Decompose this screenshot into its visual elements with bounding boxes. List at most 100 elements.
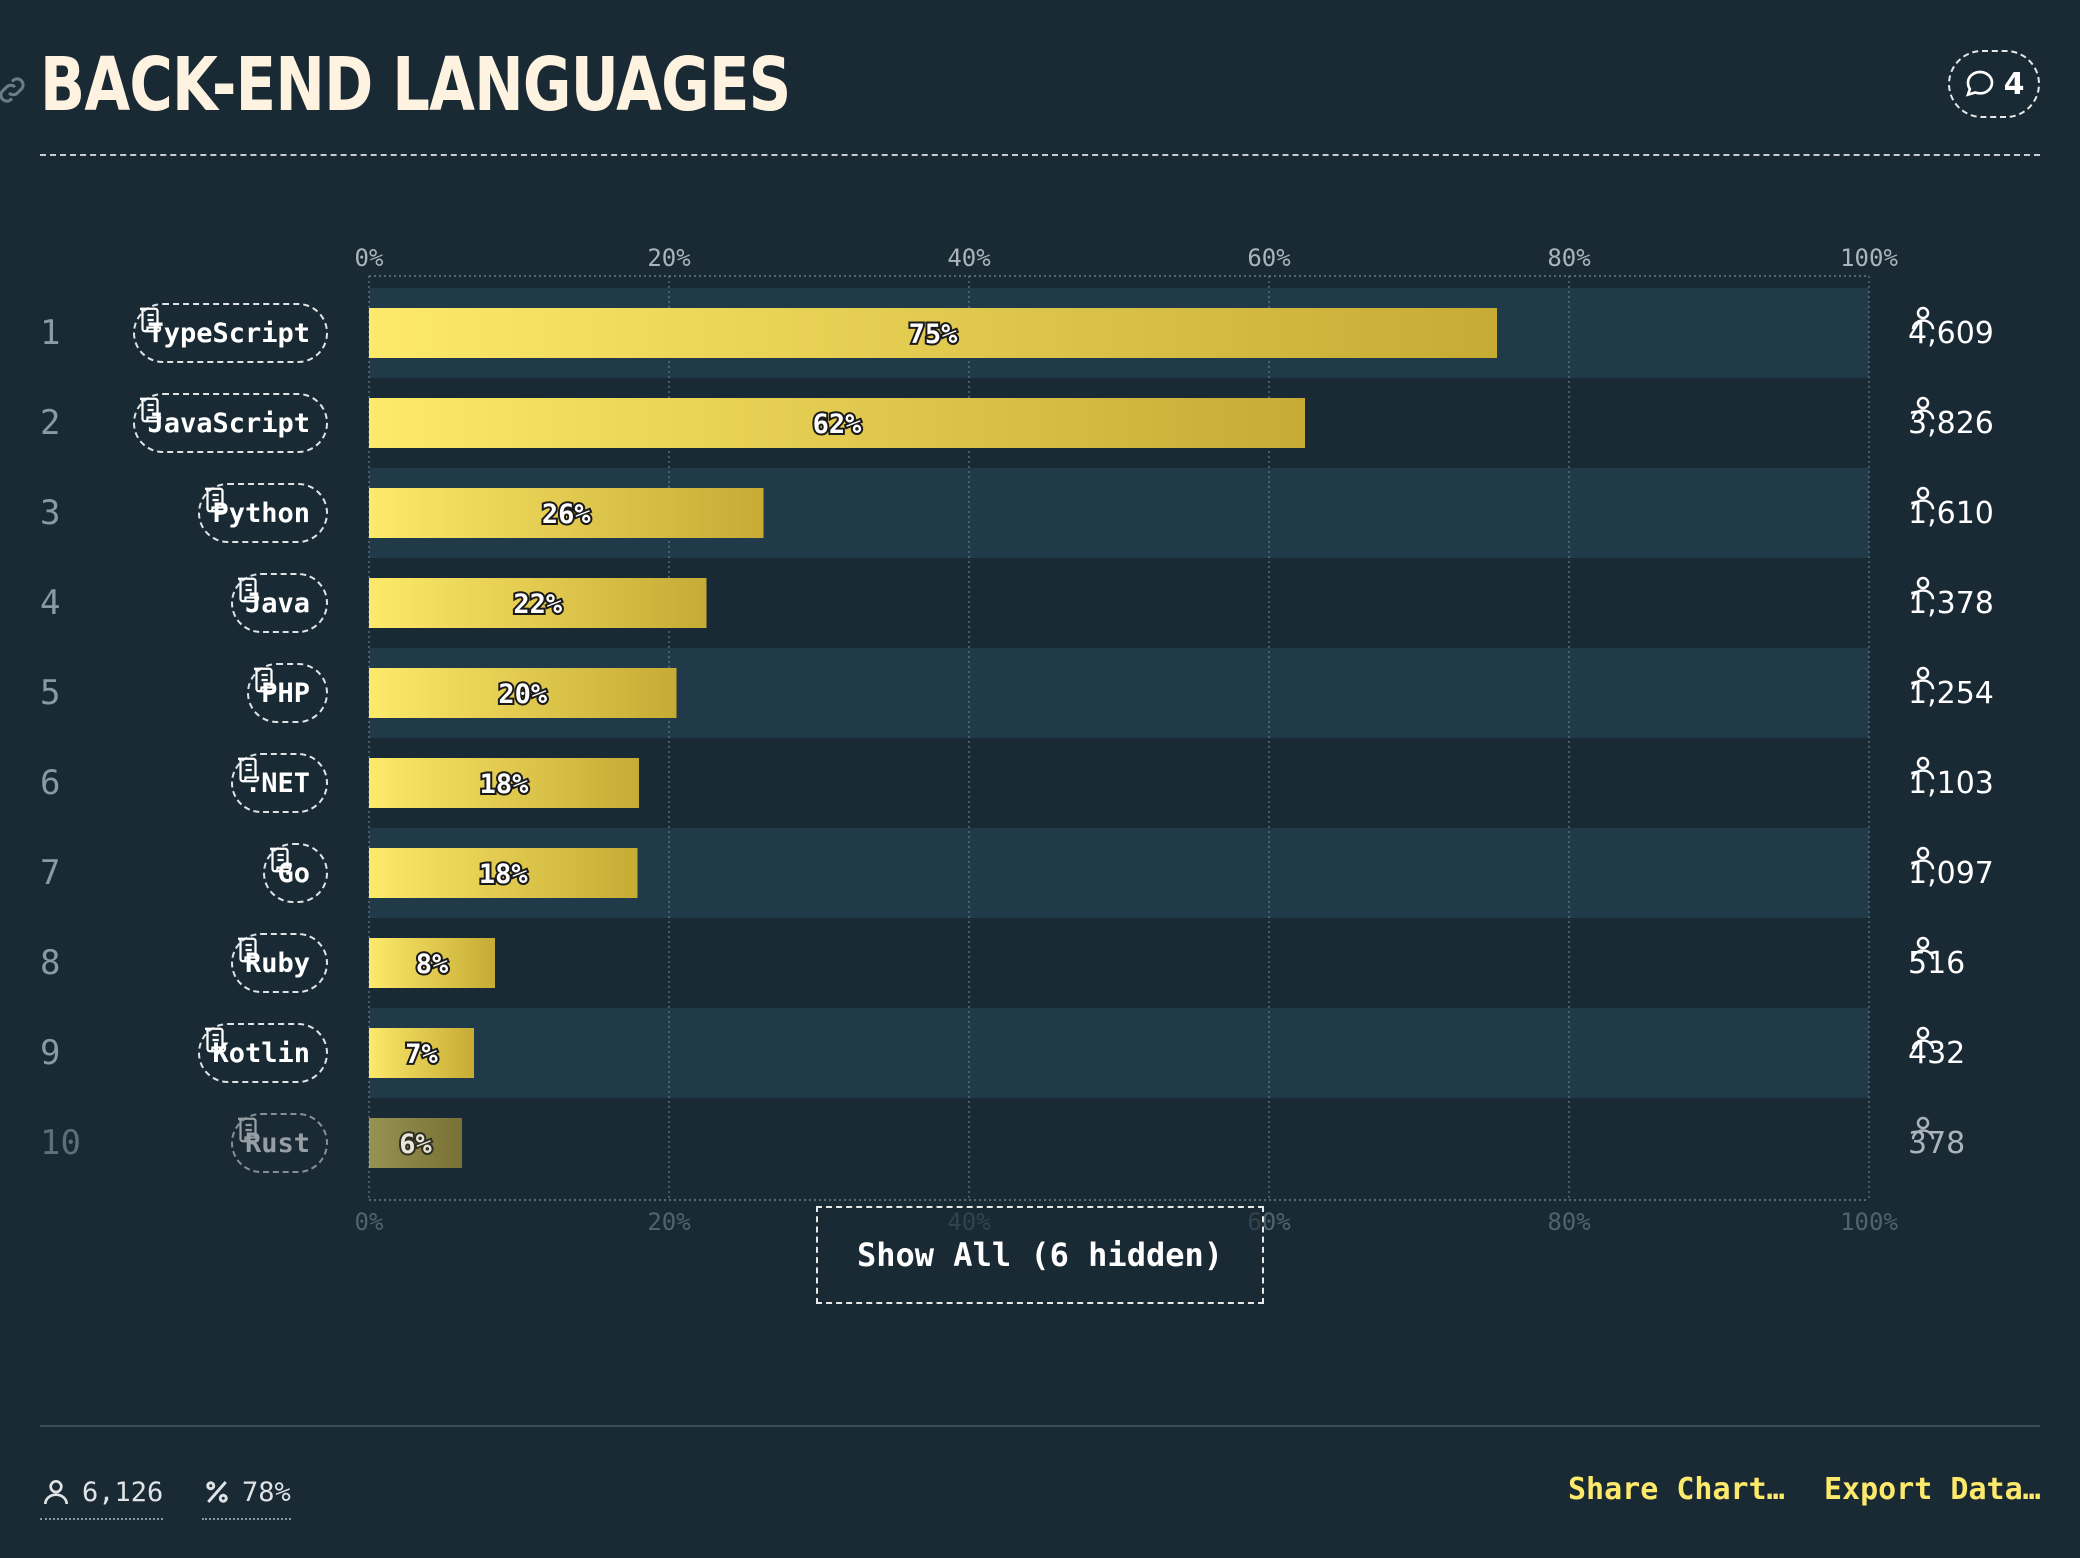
bar — [369, 938, 495, 988]
language-name: JavaScript — [147, 407, 310, 439]
header-divider — [40, 154, 2040, 156]
rank-number: 5 — [40, 673, 61, 713]
language-tag[interactable]: Ruby — [230, 933, 328, 993]
percent-icon — [206, 1481, 228, 1503]
respondent-count: 1,103 — [1908, 753, 1994, 813]
x-tick-label-top: 60% — [1247, 244, 1291, 272]
user-icon — [1911, 576, 1935, 600]
bar-value-label: 20% — [498, 679, 548, 710]
rank-number: 2 — [40, 403, 61, 443]
user-icon — [1911, 936, 1935, 960]
user-icon — [1911, 486, 1935, 510]
respondent-count: 1,378 — [1908, 573, 1994, 633]
x-tick-label-bottom: 0% — [355, 1208, 384, 1236]
x-tick-label-bottom: 80% — [1547, 1208, 1591, 1236]
scroll-icon — [140, 397, 162, 423]
x-tick-label-top: 80% — [1547, 244, 1591, 272]
user-icon — [1911, 306, 1935, 330]
user-icon — [1911, 396, 1935, 420]
language-name: Kotlin — [212, 1037, 310, 1069]
x-tick-label-bottom: 20% — [647, 1208, 691, 1236]
language-tag[interactable]: .NET — [230, 753, 328, 813]
respondent-count: 432 — [1908, 1023, 1965, 1083]
language-tag[interactable]: TypeScript — [133, 303, 328, 363]
language-name: TypeScript — [147, 317, 310, 349]
link-icon[interactable] — [0, 72, 30, 108]
scroll-icon — [237, 1117, 260, 1143]
respondent-count: 4,609 — [1908, 303, 1994, 363]
show-all-button[interactable]: Show All (6 hidden) — [816, 1206, 1264, 1304]
rank-number: 6 — [40, 763, 61, 803]
user-icon — [1911, 666, 1935, 690]
rank-number: 4 — [40, 583, 61, 623]
bar-chart-svg: 0%0%20%20%40%40%60%60%80%80%100%100%75%6… — [355, 244, 1899, 1236]
respondents-count: 6,126 — [82, 1476, 164, 1508]
language-tag[interactable]: Rust — [230, 1113, 328, 1173]
bar-value-label: 62% — [813, 409, 863, 440]
respondents-stat[interactable]: 6,126 — [40, 1470, 164, 1520]
bar — [369, 1118, 462, 1168]
scroll-icon — [254, 667, 276, 693]
bar — [369, 848, 638, 898]
bar — [369, 758, 639, 808]
bar-chart: 0%0%20%20%40%40%60%60%80%80%100%100%75%6… — [0, 230, 2080, 1320]
respondent-count: 1,610 — [1908, 483, 1994, 543]
scroll-icon — [205, 1027, 227, 1053]
export-data-link[interactable]: Export Data… — [1824, 1472, 2041, 1507]
respondent-count: 378 — [1908, 1113, 1965, 1173]
bar — [369, 308, 1497, 358]
language-name: PHP — [261, 677, 310, 709]
user-icon — [1911, 1116, 1935, 1140]
bar — [369, 578, 707, 628]
x-tick-label-top: 40% — [947, 244, 991, 272]
language-tag[interactable]: PHP — [247, 663, 328, 723]
bar-value-label: 8% — [416, 949, 449, 980]
chart-header: BACK-END LANGUAGES 4 — [0, 40, 2040, 160]
x-tick-label-top: 100% — [1840, 244, 1898, 272]
rank-number: 7 — [40, 853, 61, 893]
bar — [369, 398, 1305, 448]
footer-divider — [40, 1425, 2040, 1427]
comments-count: 4 — [2003, 66, 2025, 102]
bar-value-label: 7% — [405, 1039, 438, 1070]
bar — [369, 488, 764, 538]
bar-value-label: 6% — [399, 1129, 432, 1160]
scroll-icon — [237, 757, 260, 783]
rank-number: 8 — [40, 943, 61, 983]
user-icon — [1911, 756, 1935, 780]
rank-number: 3 — [40, 493, 61, 533]
user-icon — [1911, 846, 1935, 870]
percentage-value: 78% — [242, 1476, 291, 1508]
language-name: Go — [277, 857, 310, 889]
share-chart-link[interactable]: Share Chart… — [1568, 1472, 1785, 1507]
user-icon — [1911, 1026, 1935, 1050]
scroll-icon — [237, 937, 260, 963]
rank-number: 10 — [40, 1123, 81, 1163]
bar-value-label: 26% — [542, 499, 592, 530]
comments-button[interactable]: 4 — [1948, 50, 2040, 118]
bar-value-label: 18% — [479, 859, 529, 890]
language-tag[interactable]: Java — [230, 573, 328, 633]
page-title: BACK-END LANGUAGES — [40, 42, 791, 128]
respondent-count: 3,826 — [1908, 393, 1994, 453]
rank-number: 9 — [40, 1033, 61, 1073]
language-tag[interactable]: Kotlin — [198, 1023, 328, 1083]
language-tag[interactable]: JavaScript — [133, 393, 328, 453]
scroll-icon — [237, 577, 260, 603]
language-tag[interactable]: Python — [198, 483, 328, 543]
respondent-count: 1,097 — [1908, 843, 1994, 903]
x-tick-label-top: 20% — [647, 244, 691, 272]
x-tick-label-bottom: 100% — [1840, 1208, 1898, 1236]
rank-number: 1 — [40, 313, 61, 353]
percentage-stat[interactable]: 78% — [202, 1470, 291, 1520]
respondent-count: 1,254 — [1908, 663, 1994, 723]
row-band — [369, 1008, 1869, 1098]
scroll-icon — [270, 847, 292, 873]
language-tag[interactable]: Go — [263, 843, 328, 903]
comment-icon — [1965, 70, 1993, 97]
user-icon — [44, 1480, 68, 1505]
language-name: Python — [212, 497, 310, 529]
scroll-icon — [140, 307, 162, 333]
x-tick-label-top: 0% — [355, 244, 384, 272]
bar — [369, 1028, 474, 1078]
